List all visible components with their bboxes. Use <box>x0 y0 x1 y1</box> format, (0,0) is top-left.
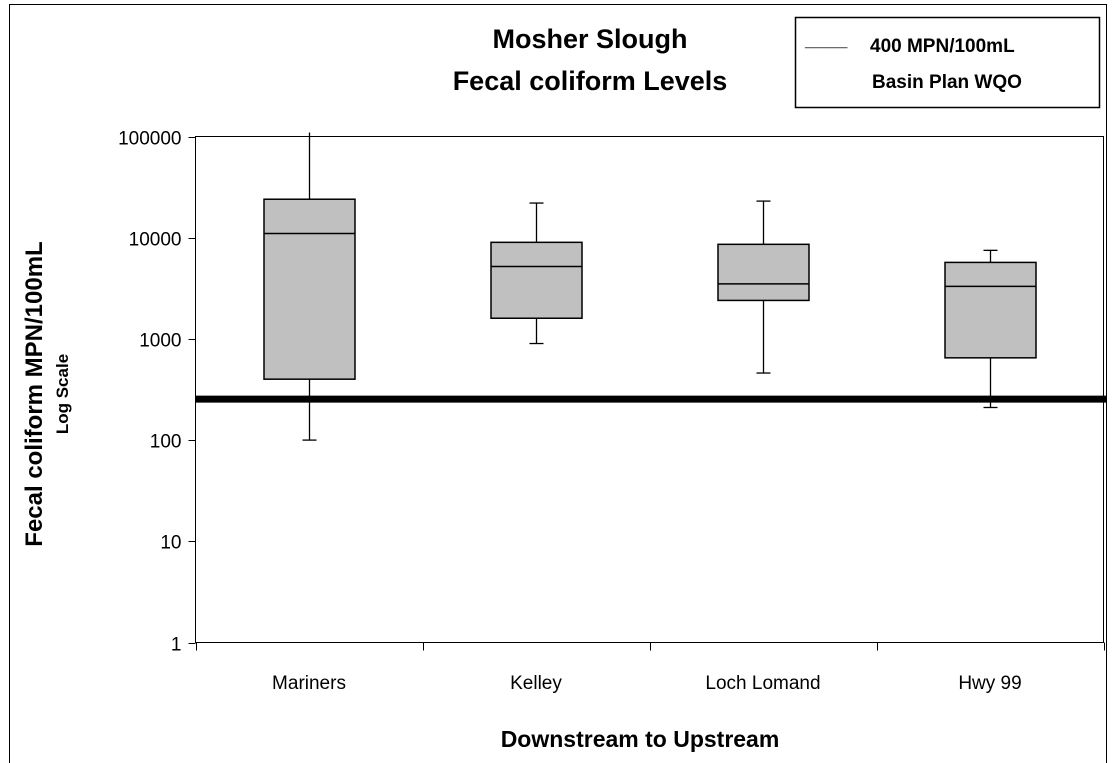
box-plot <box>490 202 583 345</box>
legend: ____ 400 MPN/100mL Basin Plan WQO <box>794 16 1101 109</box>
legend-sublabel: Basin Plan WQO <box>872 72 1022 93</box>
chart-title-line-1: Mosher Slough <box>493 24 688 54</box>
y-tick-label: 10000 <box>129 230 182 251</box>
x-tick-label: Hwy 99 <box>958 673 1021 694</box>
y-tick-label: 100 <box>150 432 182 453</box>
y-axis-ticks: 1 10 100 1000 10000 100000 <box>118 129 196 656</box>
x-tick-label: Loch Lomand <box>705 673 820 694</box>
iqr-box <box>717 243 810 302</box>
legend-label: 400 MPN/100mL <box>870 36 1015 57</box>
x-axis-ticks: Mariners Kelley Loch Lomand Hwy 99 <box>196 642 1105 694</box>
y-axis-title: Fecal coliform MPN/100mL <box>21 241 48 546</box>
y-tick-label: 1000 <box>139 331 181 352</box>
chart-frame <box>9 4 1107 763</box>
y-tick-label: 100000 <box>118 129 181 150</box>
x-tick-label: Kelley <box>510 673 562 694</box>
x-axis-title: Downstream to Upstream <box>501 726 780 752</box>
chart-title-line-2: Fecal coliform Levels <box>453 66 728 96</box>
box-plot <box>944 249 1037 409</box>
box-plot <box>263 132 356 441</box>
box-series <box>263 132 1037 441</box>
y-tick-label: 1 <box>171 635 182 656</box>
iqr-box <box>944 261 1037 359</box>
y-tick-label: 10 <box>160 533 181 554</box>
iqr-box <box>490 241 583 319</box>
x-tick-label: Mariners <box>272 673 346 694</box>
legend-box <box>794 16 1101 109</box>
legend-line-symbol: ____ <box>804 30 848 51</box>
iqr-box <box>263 198 356 380</box>
box-plot <box>717 200 810 374</box>
plot-area <box>195 136 1104 643</box>
y-axis-subtitle: Log Scale <box>53 354 72 434</box>
